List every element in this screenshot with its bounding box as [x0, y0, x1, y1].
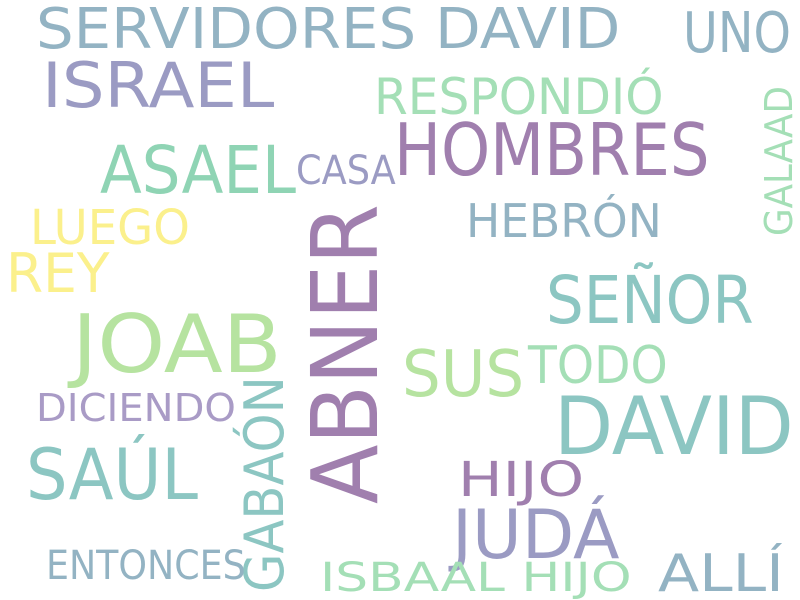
word-casa: CASA	[296, 148, 396, 194]
word-juda: JUDÁ	[452, 496, 620, 575]
word-galaad: GALAAD	[757, 86, 800, 236]
word-respondio: RESPONDIÓ	[374, 68, 664, 126]
word-senor: SEÑOR	[546, 262, 754, 339]
word-hijo: HIJO	[458, 452, 585, 508]
word-rey: REY	[6, 242, 110, 305]
word-uno: UNO	[683, 1, 791, 66]
word-abner: ABNER	[292, 204, 399, 504]
word-sus: SUS	[402, 338, 525, 412]
word-servidores-david: SERVIDORES DAVID	[36, 0, 621, 62]
word-luego: LUEGO	[30, 200, 190, 256]
word-david: DAVID	[554, 380, 794, 473]
word-diciendo: DICIENDO	[36, 386, 236, 430]
word-todo: TODO	[528, 336, 668, 396]
word-gabaon: GABAÓN	[233, 376, 296, 592]
word-hombres: HOMBRES	[394, 108, 710, 192]
word-israel: ISRAEL	[42, 49, 275, 122]
word-joab: JOAB	[72, 298, 282, 391]
word-alli: ALLÍ	[658, 544, 784, 600]
word-asael: ASAEL	[100, 132, 296, 209]
word-saul: SAÚL	[26, 434, 198, 516]
word-hebron: HEBRÓN	[466, 194, 662, 248]
word-entonces: ENTONCES	[46, 543, 246, 589]
word-isbaal-hijo: ISBAAL HIJO	[320, 555, 632, 600]
